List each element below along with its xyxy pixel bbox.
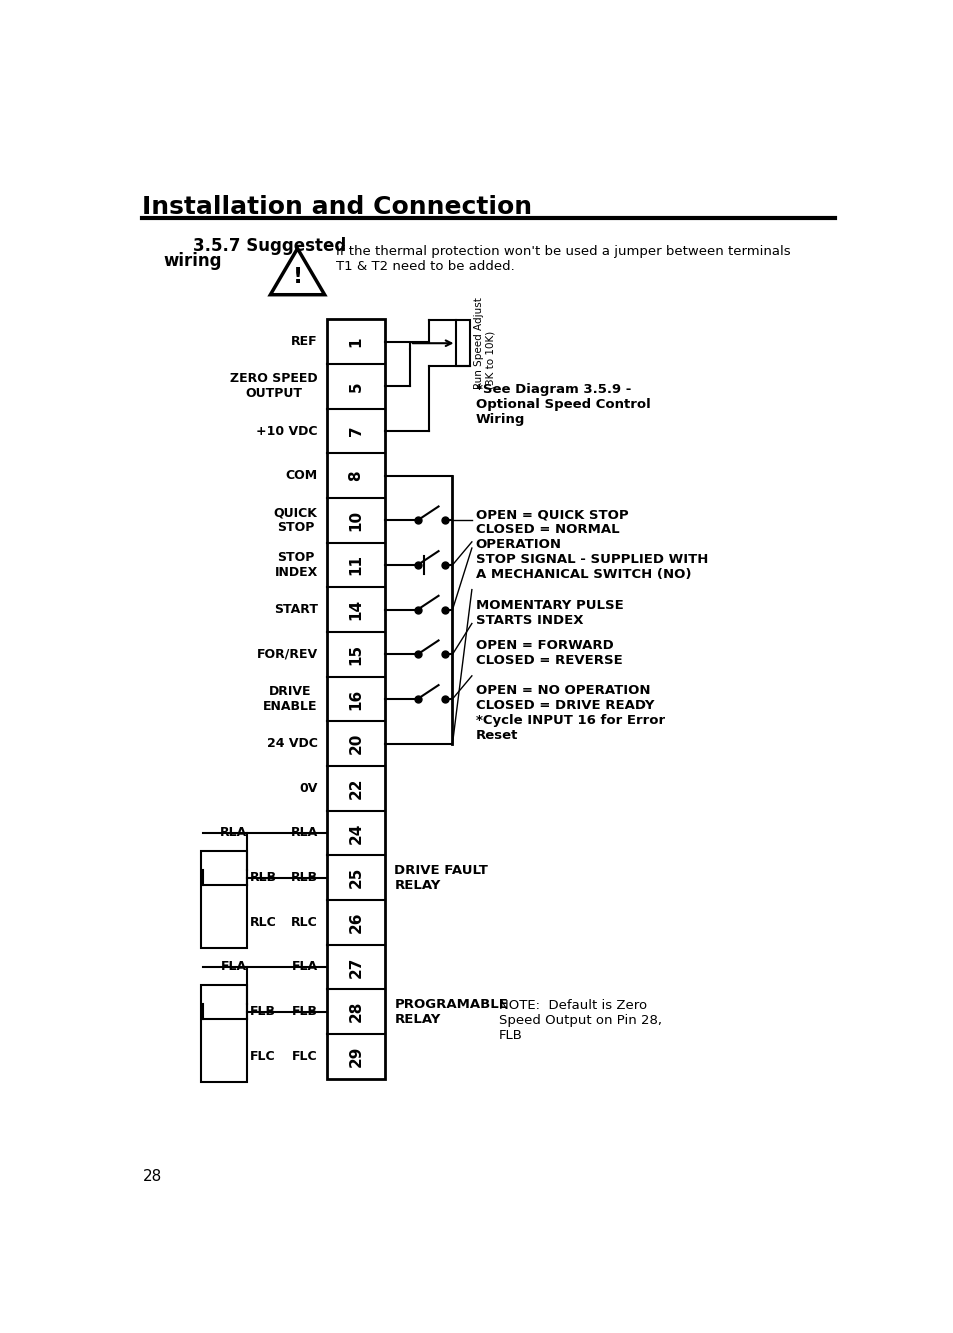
Text: MOMENTARY PULSE
STARTS INDEX: MOMENTARY PULSE STARTS INDEX [476,599,623,627]
Text: QUICK
STOP: QUICK STOP [274,507,317,535]
Text: 10: 10 [348,509,363,531]
Text: If the thermal protection won't be used a jumper between terminals
T1 & T2 need : If the thermal protection won't be used … [335,245,790,273]
Text: 26: 26 [348,912,363,933]
Text: 22: 22 [348,777,363,798]
Text: 24 VDC: 24 VDC [267,737,317,750]
Bar [201,852,247,949]
Bar [456,320,470,367]
Text: !: ! [293,267,302,287]
Text: 7: 7 [348,425,363,436]
Text: *See Diagram 3.5.9 -
Optional Speed Control
Wiring: *See Diagram 3.5.9 - Optional Speed Cont… [476,384,650,427]
Text: RLC: RLC [249,916,276,929]
Text: FLB: FLB [292,1005,317,1018]
Text: 14: 14 [348,599,363,620]
Text: Run Speed Adjust
(3K to 10K): Run Speed Adjust (3K to 10K) [474,297,496,389]
Text: Installation and Connection: Installation and Connection [142,195,532,219]
Text: REF: REF [291,335,317,348]
Text: NOTE:  Default is Zero
Speed Output on Pin 28,
FLB: NOTE: Default is Zero Speed Output on Pi… [498,1000,661,1042]
Text: 11: 11 [348,555,363,576]
Text: FLC: FLC [249,1050,274,1062]
Text: RLB: RLB [291,870,317,884]
Text: 27: 27 [348,956,363,977]
Text: DRIVE FAULT
RELAY: DRIVE FAULT RELAY [394,864,488,892]
Text: +10 VDC: +10 VDC [256,424,317,437]
Text: RLC: RLC [291,916,317,929]
Text: OPEN = QUICK STOP
CLOSED = NORMAL
OPERATION: OPEN = QUICK STOP CLOSED = NORMAL OPERAT… [476,508,628,551]
Text: OPEN = NO OPERATION
CLOSED = DRIVE READY
*Cycle INPUT 16 for Error
Reset: OPEN = NO OPERATION CLOSED = DRIVE READY… [476,684,664,741]
Text: FLC: FLC [292,1050,317,1062]
Text: 1: 1 [348,336,363,347]
Text: FOR/REV: FOR/REV [256,648,317,661]
Text: STOP
INDEX: STOP INDEX [274,551,317,579]
Text: FLB: FLB [249,1005,275,1018]
Text: PROGRAMABLE
RELAY: PROGRAMABLE RELAY [394,997,508,1025]
Text: 8: 8 [348,471,363,481]
Text: RLA: RLA [219,826,247,840]
Text: 25: 25 [348,866,363,888]
Text: DRIVE
ENABLE: DRIVE ENABLE [263,685,317,713]
Text: 15: 15 [348,644,363,665]
Text: FLA: FLA [221,960,247,973]
Text: START: START [274,603,317,616]
Text: COM: COM [285,469,317,483]
Text: 0V: 0V [299,781,317,794]
Text: wiring: wiring [164,252,222,271]
Text: RLA: RLA [290,826,317,840]
Text: 20: 20 [348,733,363,754]
Text: 16: 16 [348,688,363,709]
Text: 28: 28 [348,1001,363,1022]
Text: STOP SIGNAL - SUPPLIED WITH
A MECHANICAL SWITCH (NO): STOP SIGNAL - SUPPLIED WITH A MECHANICAL… [476,553,707,581]
Bar [327,320,385,1078]
Text: OPEN = FORWARD
CLOSED = REVERSE: OPEN = FORWARD CLOSED = REVERSE [476,639,622,666]
Text: 28: 28 [142,1169,162,1184]
Text: 3.5.7 Suggested: 3.5.7 Suggested [193,237,346,255]
Text: FLA: FLA [292,960,317,973]
Text: 29: 29 [348,1045,363,1066]
Text: ZERO SPEED
OUTPUT: ZERO SPEED OUTPUT [230,372,317,400]
Text: 24: 24 [348,822,363,844]
Bar [201,985,247,1082]
Text: 5: 5 [348,381,363,392]
Text: RLB: RLB [249,870,276,884]
